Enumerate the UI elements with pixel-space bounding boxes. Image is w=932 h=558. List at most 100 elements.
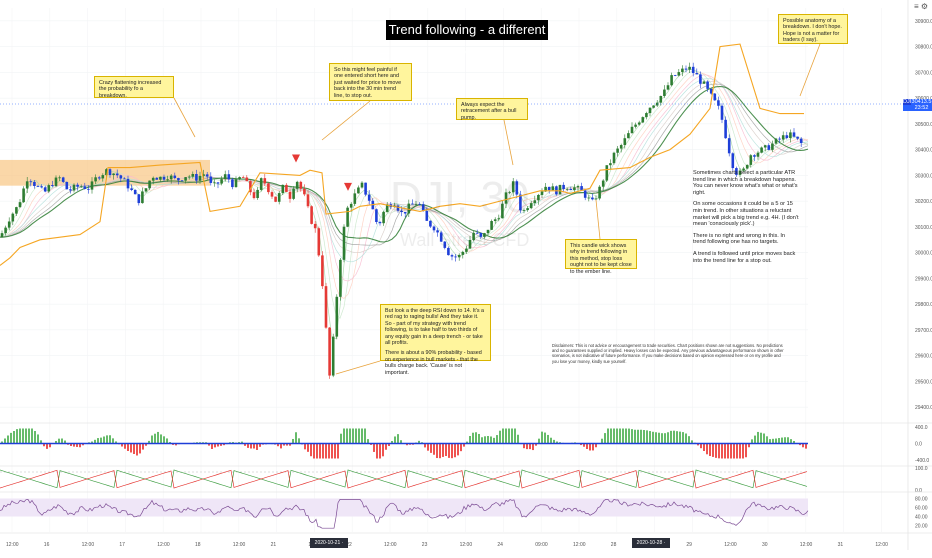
candle-body <box>55 178 58 187</box>
momentum-bar <box>586 444 588 450</box>
candle-body <box>282 185 285 193</box>
momentum-bar <box>331 444 333 459</box>
momentum-bar <box>667 432 669 443</box>
candle-body <box>548 187 551 190</box>
momentum-bar <box>547 435 549 444</box>
momentum-bar <box>742 444 744 459</box>
candle-body <box>663 90 666 96</box>
momentum-bar <box>328 444 330 459</box>
candle-body <box>642 117 645 122</box>
candle-body <box>94 177 97 181</box>
candle-body <box>1 233 4 237</box>
momentum-bar <box>454 444 456 458</box>
y-tick-label: 29700.0 <box>915 328 932 334</box>
candle-body <box>4 228 7 234</box>
momentum-bar <box>676 431 678 443</box>
candle-body <box>267 183 270 192</box>
candle-body <box>44 187 47 191</box>
candle-body <box>721 106 724 120</box>
candle-body <box>757 153 760 157</box>
momentum-bar <box>34 431 36 444</box>
x-tick-label: 12:00 <box>875 542 888 548</box>
momentum-bar <box>517 435 519 444</box>
momentum-bar <box>22 429 24 444</box>
momentum-bar <box>475 432 477 443</box>
momentum-bar <box>634 430 636 444</box>
menu-icon[interactable]: ≡ ⚙ <box>914 2 928 11</box>
cursor-date-badge-2: 2020-10-28 · 09:00 <box>632 538 670 548</box>
candle-body <box>213 182 216 183</box>
momentum-bar <box>256 444 258 450</box>
candle-body <box>91 181 94 189</box>
candle-body <box>87 189 90 190</box>
candle-body <box>660 96 663 103</box>
candle-body <box>127 179 130 188</box>
momentum-bar <box>628 429 630 444</box>
x-tick-label: 28 <box>611 542 617 548</box>
x-tick-label: 12:00 <box>233 542 246 548</box>
momentum-bar <box>619 429 621 444</box>
candle-body <box>166 179 169 180</box>
candle-body <box>782 135 785 139</box>
momentum-bar <box>469 436 471 444</box>
candle-body <box>73 185 76 191</box>
momentum-bar <box>394 436 396 443</box>
signal-arrow <box>292 155 300 163</box>
momentum-bar <box>607 429 609 444</box>
momentum-bar <box>661 433 663 443</box>
candle-body <box>339 260 342 297</box>
momentum-bar <box>706 444 708 455</box>
note-crazy-flattening: Crazy flattening increased the probabili… <box>94 76 174 98</box>
candle-body <box>681 69 684 72</box>
momentum-bar <box>382 444 384 457</box>
candle-body <box>638 122 641 124</box>
momentum-bar <box>652 432 654 444</box>
momentum-bar <box>763 434 765 444</box>
candle-body <box>667 85 670 89</box>
momentum-bar <box>439 444 441 459</box>
x-tick-label: 18 <box>195 542 201 548</box>
note-deep-rsi-p1: But look a the deep RSI down to 14. It's… <box>385 308 486 346</box>
candle-body <box>253 192 256 198</box>
momentum-bar <box>478 434 480 444</box>
momentum-tick-label: 400.0 <box>915 425 928 431</box>
momentum-bar <box>760 433 762 444</box>
candle-body <box>530 203 533 208</box>
momentum-bar <box>514 429 516 444</box>
momentum-bar <box>625 429 627 444</box>
candle-body <box>163 177 166 180</box>
candle-body <box>771 144 774 150</box>
candle-body <box>145 188 148 191</box>
note-painful-short: So this might feel painful if one entere… <box>329 63 412 101</box>
momentum-bar <box>352 429 354 444</box>
callout-line <box>596 200 600 239</box>
candle-body <box>368 195 371 201</box>
candle-body <box>775 139 778 144</box>
toolbar[interactable]: ≡ ⚙ <box>914 2 928 11</box>
commentary-p4: A trend is followed until price moves ba… <box>693 251 799 264</box>
momentum-bar <box>457 444 459 456</box>
momentum-bar <box>319 444 321 459</box>
candle-body <box>66 182 69 189</box>
x-axis[interactable]: 12:001612:001712:001812:002112:002212:00… <box>0 533 932 548</box>
candle-body <box>289 192 292 199</box>
momentum-bar <box>25 429 27 444</box>
candle-body <box>141 191 144 203</box>
candle-body <box>760 148 763 153</box>
momentum-bar <box>376 444 378 459</box>
momentum-bar <box>100 438 102 444</box>
momentum-bar <box>106 435 108 443</box>
momentum-bar <box>481 437 483 443</box>
candle-body <box>793 132 796 136</box>
candle-body <box>181 180 184 181</box>
y-tick-label: 30900.0 <box>915 19 932 25</box>
momentum-bar <box>427 444 429 451</box>
candle-body <box>602 181 605 187</box>
momentum-bar <box>460 444 462 452</box>
rsi-tick-label: 40.00 <box>915 515 928 521</box>
momentum-bar <box>325 444 327 459</box>
momentum-bar <box>448 444 450 458</box>
momentum-bar <box>739 444 741 459</box>
momentum-bar <box>724 444 726 459</box>
momentum-bar <box>16 429 18 443</box>
